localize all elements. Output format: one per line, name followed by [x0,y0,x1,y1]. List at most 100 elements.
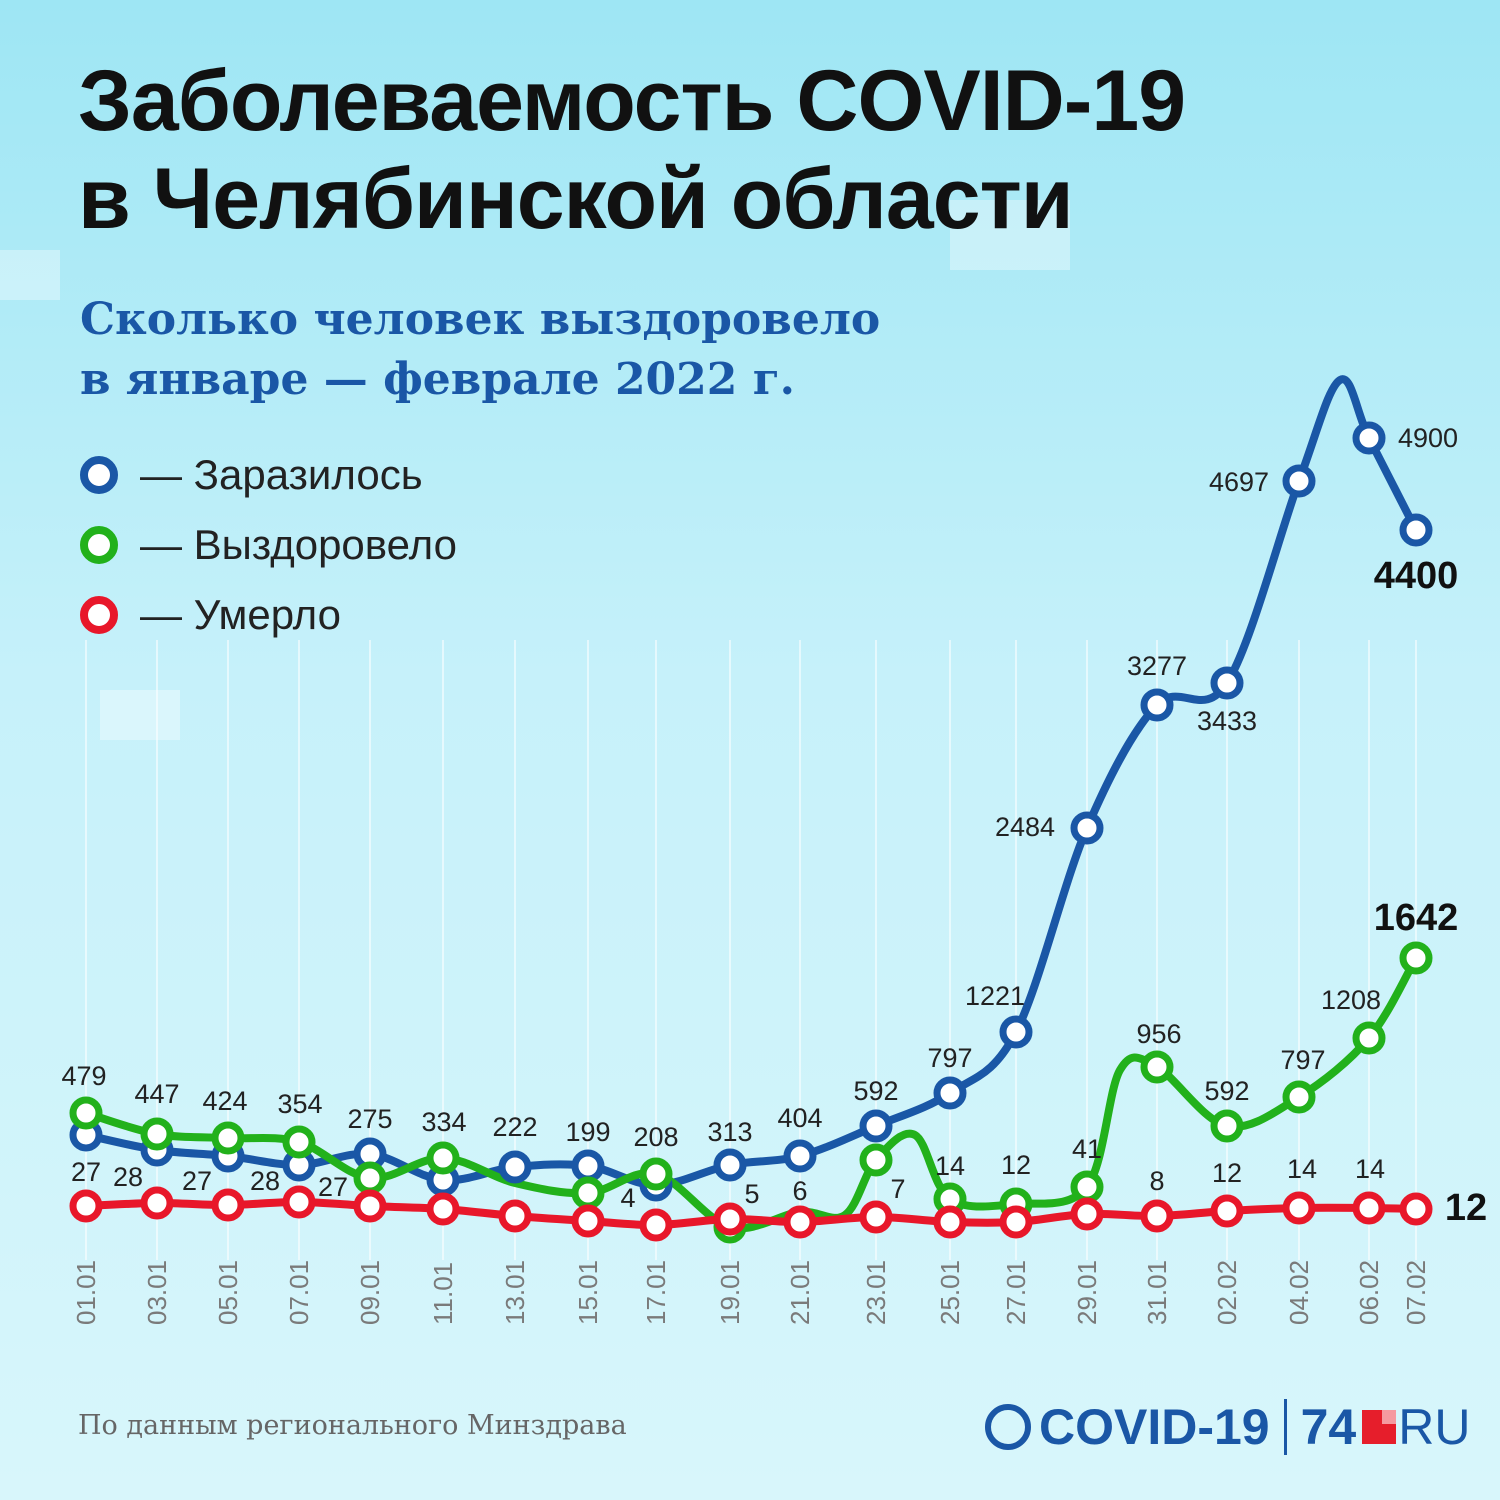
value-label: 27 [318,1172,348,1202]
value-label: 479 [61,1061,106,1091]
legend-infected-marker-icon [80,456,118,494]
data-point-died-19.01 [713,1202,747,1236]
data-point-died-13.01 [498,1199,532,1233]
series-line-recovered [82,954,1420,1233]
data-point-infected-29.01 [1070,811,1104,845]
data-point-recovered-09.01 [353,1161,387,1195]
covid19-74ru-logo: COVID-19 74 RU [985,1392,1470,1462]
value-label: 12 [1445,1187,1487,1229]
legend-item-infected: — Заразилось [80,440,457,510]
data-point-recovered-23.01 [859,1143,893,1177]
value-label: 354 [277,1089,322,1119]
title-line-1: Заболеваемость COVID-19 [78,53,1186,149]
data-point-recovered-17.01 [639,1157,673,1191]
value-label: 797 [927,1043,972,1073]
value-label: 208 [633,1122,678,1152]
x-tick-label: 01.01 [71,1260,101,1325]
legend-infected-label: — Заразилось [140,451,423,498]
x-tick-label: 25.01 [935,1260,965,1325]
value-label: 3277 [1127,651,1187,681]
data-point-died-03.01 [140,1186,174,1220]
x-tick-label: 07.02 [1401,1260,1431,1325]
data-point-infected-27.01 [999,1015,1033,1049]
series-line-infected [82,375,1420,1190]
data-point-recovered-05.01 [211,1121,245,1155]
value-label: 199 [565,1117,610,1147]
legend-died-label: — Умерло [140,591,341,638]
data-point-died-02.02 [1210,1194,1244,1228]
x-tick-label: 05.01 [213,1260,243,1325]
data-point-died-23.01 [859,1200,893,1234]
value-label: 12 [1212,1158,1242,1188]
data-point-infected-23.01 [859,1109,893,1143]
value-label: 4697 [1209,467,1269,497]
data-point-infected-15.01 [571,1149,605,1183]
value-label: 3433 [1197,706,1257,736]
subtitle-line-1: Сколько человек выздоровело [80,294,881,345]
data-point-died-06.02 [1352,1191,1386,1225]
data-point-infected-21.01 [783,1139,817,1173]
background-cross [950,200,1070,270]
chart-points [69,421,1433,1244]
data-point-recovered-03.01 [140,1117,174,1151]
background-cross [0,250,60,300]
value-label: 7 [890,1174,905,1204]
data-point-infected-02.02 [1210,666,1244,700]
data-point-died-01.01 [69,1189,103,1223]
x-tick-label: 11.01 [428,1262,458,1325]
legend-recovered-marker-icon [80,526,118,564]
value-label: 1221 [965,981,1025,1011]
data-point-died-25.01 [933,1205,967,1239]
virus-icon [985,1404,1031,1450]
x-tick-label: 04.02 [1284,1260,1314,1325]
value-label: 28 [250,1166,280,1196]
value-label: 1208 [1321,985,1381,1015]
chart-legend: — Заразилось — Выздоровело — Умерло [80,440,457,650]
value-label: 28 [113,1162,143,1192]
value-label: 27 [71,1157,101,1187]
subtitle-line-2: в январе — феврале 2022 г. [80,354,795,405]
data-point-infected-13.01 [498,1150,532,1184]
title-line-2: в Челябинской области [78,151,1074,247]
data-point-infected-25.01 [933,1076,967,1110]
value-label: 14 [935,1151,965,1181]
data-point-died-07.01 [282,1185,316,1219]
value-label: 797 [1280,1045,1325,1075]
data-point-recovered-07.02 [1399,941,1433,975]
value-label: 2484 [995,812,1055,842]
value-label: 5 [744,1179,759,1209]
value-label: 447 [134,1079,179,1109]
x-tick-label: 27.01 [1001,1260,1031,1325]
x-tick-label: 29.01 [1072,1260,1102,1325]
x-tick-label: 02.02 [1212,1260,1242,1325]
data-point-infected-31.01 [1140,688,1174,722]
data-point-recovered-29.01 [1070,1170,1104,1204]
value-label: 222 [492,1112,537,1142]
data-point-infected-07.02 [1399,513,1433,547]
data-point-died-21.01 [783,1205,817,1239]
data-point-died-17.01 [639,1208,673,1242]
value-label: 14 [1355,1154,1385,1184]
value-label: 592 [853,1076,898,1106]
data-point-recovered-15.01 [571,1176,605,1210]
data-point-recovered-04.02 [1282,1080,1316,1114]
value-label: 956 [1136,1019,1181,1049]
legend-died-marker-icon [80,596,118,634]
value-label: 275 [347,1104,392,1134]
value-label: 41 [1072,1134,1102,1164]
x-tick-label: 09.01 [355,1260,385,1325]
data-point-infected-04.02 [1282,464,1316,498]
data-point-recovered-02.02 [1210,1109,1244,1143]
x-tick-label: 19.01 [715,1260,745,1325]
chart-value-labels: 275 222 199 313 4045927971221248432773433469… [61,423,1487,1229]
value-label: 14 [1287,1154,1317,1184]
logo-covid-text: COVID-19 [1039,1399,1270,1455]
value-label: 27 [182,1166,212,1196]
data-point-died-11.01 [426,1192,460,1226]
page-subtitle: Сколько человек выздоровело в январе — ф… [80,290,880,410]
data-point-recovered-01.01 [69,1096,103,1130]
data-point-recovered-07.01 [282,1125,316,1159]
x-tick-label: 23.01 [861,1260,891,1325]
legend-item-recovered: — Выздоровело [80,510,457,580]
data-point-died-15.01 [571,1204,605,1238]
